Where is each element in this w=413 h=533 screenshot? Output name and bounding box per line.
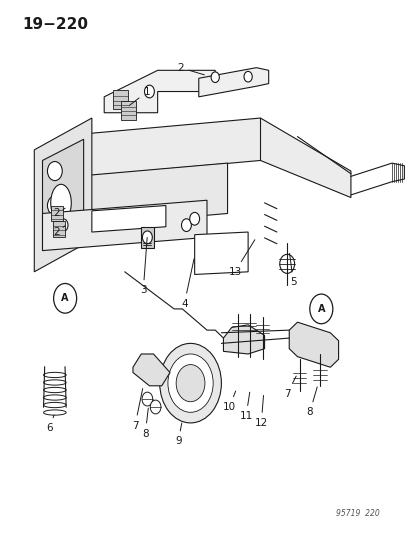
Polygon shape (51, 206, 63, 221)
Circle shape (309, 294, 332, 324)
Polygon shape (83, 118, 350, 198)
Text: 8: 8 (306, 387, 316, 417)
Circle shape (142, 392, 152, 406)
Text: 8: 8 (142, 408, 148, 439)
Text: 11: 11 (239, 392, 252, 421)
Polygon shape (289, 322, 338, 367)
Text: 1: 1 (129, 86, 150, 106)
Text: 12: 12 (254, 395, 267, 428)
Circle shape (47, 196, 62, 215)
Polygon shape (113, 90, 128, 109)
Text: 2: 2 (53, 208, 65, 219)
Polygon shape (121, 101, 136, 119)
Circle shape (150, 400, 161, 414)
Polygon shape (34, 118, 92, 272)
Polygon shape (133, 354, 170, 386)
Circle shape (142, 231, 152, 244)
Circle shape (211, 72, 219, 83)
Text: 6: 6 (47, 415, 54, 433)
Polygon shape (141, 227, 153, 248)
Text: 2: 2 (53, 225, 65, 237)
Polygon shape (194, 232, 247, 274)
Text: 4: 4 (180, 259, 194, 309)
Polygon shape (223, 325, 264, 354)
Circle shape (189, 213, 199, 225)
Text: A: A (61, 293, 69, 303)
Circle shape (159, 343, 221, 423)
Ellipse shape (51, 184, 71, 221)
Polygon shape (92, 206, 166, 232)
Text: 3: 3 (140, 238, 147, 295)
Circle shape (54, 284, 76, 313)
Text: A: A (317, 304, 324, 314)
Polygon shape (104, 70, 215, 113)
Polygon shape (198, 68, 268, 97)
Circle shape (58, 219, 68, 231)
Polygon shape (43, 139, 83, 251)
Polygon shape (53, 221, 65, 237)
Text: 19−220: 19−220 (22, 17, 88, 33)
Text: 95719  220: 95719 220 (335, 510, 379, 519)
Text: 7: 7 (283, 376, 295, 399)
Text: 13: 13 (228, 240, 254, 277)
Circle shape (181, 219, 191, 231)
Polygon shape (43, 200, 206, 251)
Circle shape (144, 85, 154, 98)
Polygon shape (75, 163, 227, 227)
Circle shape (47, 225, 62, 244)
Circle shape (279, 254, 294, 273)
Circle shape (243, 71, 252, 82)
Circle shape (168, 354, 213, 413)
Text: 5: 5 (289, 253, 296, 287)
Text: 2: 2 (176, 63, 204, 75)
Text: 9: 9 (174, 423, 181, 447)
Circle shape (47, 161, 62, 181)
Text: 7: 7 (131, 389, 142, 431)
Text: 10: 10 (223, 391, 235, 412)
Circle shape (176, 365, 204, 402)
